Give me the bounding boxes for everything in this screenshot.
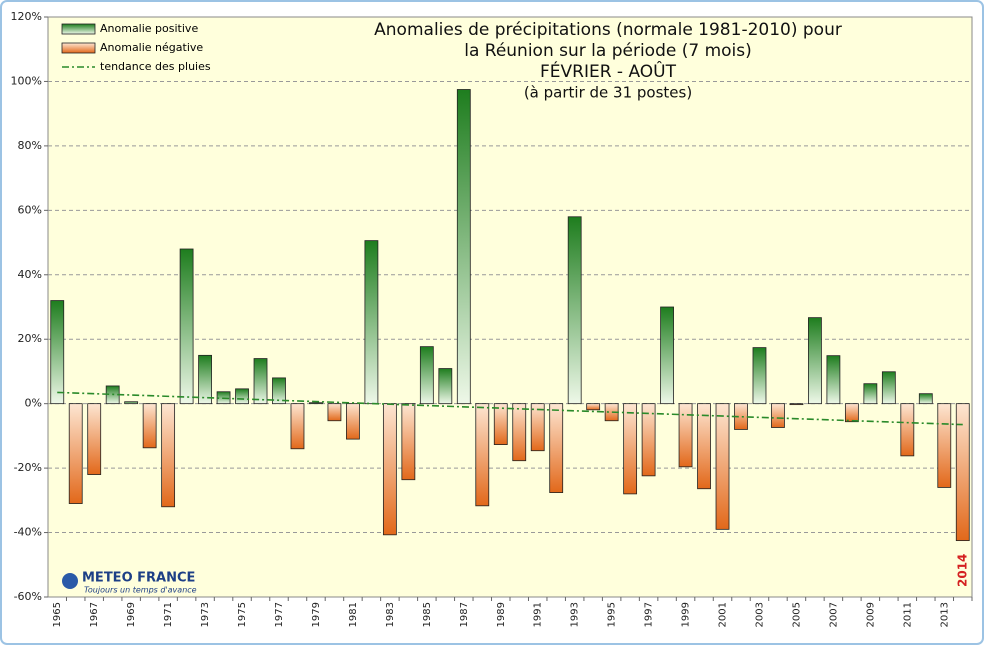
x-tick-label: 1969	[126, 602, 137, 627]
bar	[253, 358, 268, 405]
y-tick-label: 20%	[18, 332, 42, 345]
bar	[475, 403, 490, 507]
bar	[771, 403, 785, 428]
bar	[678, 403, 693, 468]
bar	[715, 403, 730, 530]
bar	[586, 403, 601, 411]
legend-swatch	[61, 42, 96, 54]
logo: METEO FRANCE Toujours un temps d'avance	[62, 571, 197, 595]
bar	[309, 402, 323, 405]
bar	[623, 403, 638, 495]
bar	[808, 317, 822, 405]
x-tick-label: 1993	[570, 602, 581, 627]
x-tick-label: 2014	[955, 554, 969, 587]
bar	[290, 403, 305, 450]
bar	[438, 368, 453, 405]
logo-name: METEO FRANCE	[82, 571, 195, 586]
bar	[161, 403, 176, 508]
bar	[198, 354, 212, 405]
bar	[346, 403, 360, 440]
chart-title: (à partir de 31 postes)	[524, 84, 692, 102]
bar	[697, 403, 711, 490]
bar	[456, 89, 471, 405]
x-tick-label: 2013	[939, 602, 950, 627]
bar	[881, 371, 896, 405]
x-tick-label: 2011	[902, 602, 913, 627]
y-tick-label: 40%	[18, 268, 42, 281]
legend-label: tendance des pluies	[100, 60, 211, 73]
bar	[272, 377, 286, 405]
y-tick-label: 100%	[11, 74, 42, 87]
bar	[327, 403, 342, 422]
x-tick-label: 1991	[533, 602, 544, 627]
bar	[235, 388, 249, 405]
x-tick-label: 1973	[200, 602, 211, 627]
chart-title: Anomalies de précipitations (normale 198…	[374, 20, 842, 40]
bar	[844, 403, 859, 423]
bar	[50, 300, 65, 405]
x-tick-label: 1971	[163, 602, 174, 627]
bar	[512, 403, 527, 462]
y-tick-label: 120%	[11, 10, 42, 23]
x-tick-label: 1987	[459, 602, 470, 627]
bar	[900, 403, 915, 457]
y-tick-label: 60%	[18, 203, 42, 216]
x-tick-label: 1983	[385, 602, 396, 627]
plot-area	[47, 16, 973, 598]
logo-icon	[62, 573, 78, 589]
bar	[863, 383, 878, 405]
bar	[955, 403, 970, 542]
x-tick-label: 2005	[791, 602, 802, 627]
y-tick-label: -20%	[14, 461, 42, 474]
bar	[641, 403, 656, 477]
chart-title: la Réunion sur la période (7 mois)	[464, 41, 752, 61]
y-tick-label: 0%	[25, 397, 42, 410]
bar	[87, 403, 102, 475]
x-tick-label: 1975	[237, 602, 248, 627]
bar	[382, 403, 397, 536]
x-tick-label: 1965	[52, 602, 63, 627]
bar	[530, 403, 545, 452]
y-tick-label: -60%	[14, 590, 42, 603]
bar	[660, 306, 674, 405]
x-tick-label: 2007	[828, 602, 839, 627]
bar	[68, 403, 83, 504]
bar	[401, 403, 416, 481]
x-tick-label: 1997	[644, 602, 655, 627]
x-tick-label: 1979	[311, 602, 322, 627]
bar	[918, 393, 933, 405]
bar	[124, 401, 139, 405]
bar	[419, 346, 434, 405]
bar	[826, 355, 841, 405]
x-tick-label: 1999	[681, 602, 692, 627]
logo-slogan: Toujours un temps d'avance	[84, 586, 197, 595]
y-tick-label: 80%	[18, 139, 42, 152]
x-tick-label: 2009	[865, 602, 876, 627]
legend-swatch	[61, 23, 96, 35]
chart-title: FÉVRIER - AOÛT	[540, 60, 677, 82]
x-tick-label: 2001	[718, 602, 729, 627]
bar	[752, 347, 767, 405]
bar	[364, 240, 379, 405]
bar	[937, 403, 952, 488]
x-tick-label: 2003	[754, 602, 765, 627]
x-tick-label: 1989	[496, 602, 507, 627]
y-tick-label: -40%	[14, 526, 42, 539]
trend-line	[57, 391, 963, 426]
x-tick-label: 1967	[89, 602, 100, 627]
bar	[179, 248, 194, 405]
bar	[493, 403, 508, 445]
bar	[549, 403, 564, 493]
legend-label: Anomalie positive	[100, 22, 198, 35]
bar	[142, 403, 157, 449]
x-tick-label: 1981	[348, 602, 359, 627]
bar	[567, 216, 582, 405]
legend-label: Anomalie négative	[100, 41, 203, 54]
x-tick-label: 1977	[274, 602, 285, 627]
x-tick-label: 1995	[607, 602, 618, 627]
x-tick-label: 1985	[422, 602, 433, 627]
bar	[789, 403, 804, 406]
